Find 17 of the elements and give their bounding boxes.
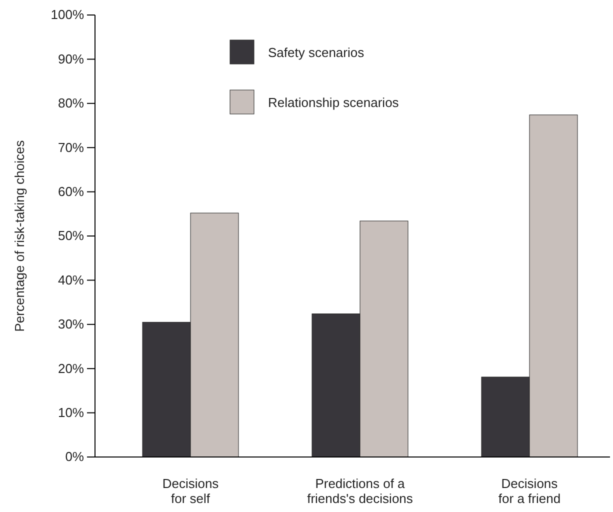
y-tick-label: 30% (58, 316, 84, 332)
legend-label: Relationship scenarios (268, 95, 400, 110)
legend-label: Safety scenarios (268, 45, 365, 60)
y-axis-title: Percentage of risk-taking choices (12, 140, 27, 332)
y-tick-label: 60% (58, 184, 84, 199)
y-tick-label: 50% (58, 228, 84, 244)
x-tick-label: Predictions of a friends's decisions (307, 476, 414, 506)
y-tick-label: 100% (50, 7, 84, 22)
y-tick-label: 80% (58, 96, 84, 111)
x-tick-label: Decisions for self (162, 476, 220, 506)
y-tick-label: 20% (58, 360, 84, 376)
y-tick-label: 0% (65, 449, 84, 464)
x-tick-label: Decisions for a friend (498, 476, 561, 506)
y-tick-label: 70% (58, 140, 84, 155)
y-tick-label: 90% (58, 51, 84, 66)
y-tick-label: 10% (58, 404, 84, 420)
y-tick-label: 40% (58, 272, 84, 288)
